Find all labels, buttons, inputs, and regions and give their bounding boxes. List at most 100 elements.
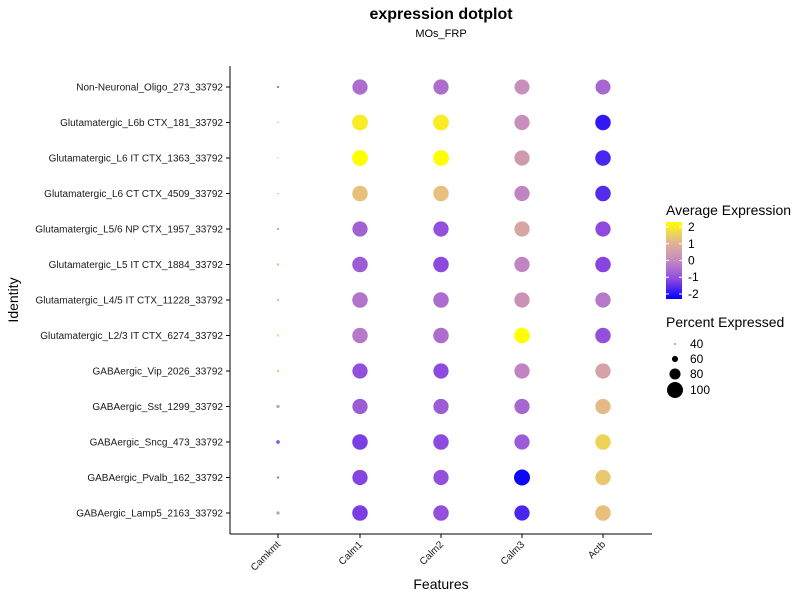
dot-point [514, 434, 530, 450]
dot-point [514, 221, 530, 237]
color-legend-title: Average Expression [666, 202, 791, 218]
x-tick-label: Actb [586, 539, 608, 561]
dot-point [433, 150, 449, 166]
dot-grid [276, 79, 611, 521]
color-legend-label: -1 [688, 270, 699, 284]
color-legend-ticks: 2 1 0 -1 -2 [666, 220, 699, 301]
dot-point [595, 79, 611, 95]
dot-point [277, 193, 279, 194]
size-legend-dot [671, 355, 679, 363]
y-axis-title: Identity [5, 277, 21, 322]
dot-point [352, 398, 368, 415]
dot-point [277, 157, 279, 159]
dot-point [352, 434, 368, 450]
dot-point [595, 398, 611, 415]
size-legend-label: 60 [690, 352, 704, 366]
dot-point [352, 221, 368, 237]
y-tick-label: Non-Neuronal_Oligo_273_33792 [76, 83, 223, 94]
y-tick-label: GABAergic_Vip_2026_33792 [93, 367, 224, 378]
y-tick-label: GABAergic_Lamp5_2163_33792 [76, 509, 223, 520]
dot-point [595, 505, 611, 521]
dot-point [352, 292, 368, 308]
y-tick-label: Glutamatergic_L4/5 IT CTX_11228_33792 [35, 296, 223, 307]
dot-point [514, 150, 530, 166]
dot-point [514, 292, 530, 308]
x-axis-title: Features [413, 576, 468, 592]
chart-subtitle: MOs_FRP [415, 28, 466, 40]
dot-point [352, 327, 368, 344]
dot-point [277, 122, 279, 123]
size-legend-label: 80 [690, 367, 704, 381]
color-legend-label: 2 [688, 220, 695, 234]
x-axis-ticks: Camkmt Calm1 Calm2 Calm3 Actb [249, 534, 608, 573]
dot-point [277, 299, 279, 301]
y-tick-label: Glutamatergic_L5 IT CTX_1884_33792 [49, 260, 224, 271]
dot-point [352, 114, 368, 131]
y-axis-ticks: Non-Neuronal_Oligo_273_33792 Glutamatergi… [35, 83, 230, 520]
dot-point [514, 114, 530, 131]
dot-point [277, 86, 279, 88]
dot-point [595, 221, 611, 237]
dot-point [433, 469, 449, 486]
color-legend-label: 1 [688, 237, 695, 251]
dot-point [276, 334, 280, 337]
chart-title: expression dotplot [369, 6, 513, 23]
color-legend-label: 0 [688, 254, 695, 268]
dot-point [352, 469, 368, 486]
dot-point [433, 505, 449, 521]
color-legend-label: -2 [688, 287, 699, 301]
dot-point [514, 398, 530, 415]
dot-point [352, 505, 368, 521]
y-tick-label: Glutamatergic_L6b CTX_181_33792 [60, 118, 223, 129]
dot-point [433, 256, 449, 273]
dot-point [276, 511, 280, 515]
dot-point [433, 79, 449, 95]
dot-point [352, 79, 368, 95]
dot-point [276, 476, 280, 479]
dot-point [433, 221, 449, 237]
x-tick-label: Camkmt [249, 539, 283, 573]
size-legend-label: 100 [690, 383, 710, 397]
x-tick-label: Calm2 [418, 539, 447, 568]
dot-point [514, 256, 530, 273]
dot-point [595, 434, 611, 450]
dot-point [276, 263, 280, 266]
dot-point [352, 150, 368, 166]
dot-point [352, 256, 368, 273]
dot-point [595, 150, 611, 166]
y-tick-label: GABAergic_Sst_1299_33792 [92, 402, 223, 413]
dot-point [433, 434, 449, 450]
y-tick-label: Glutamatergic_L6 CT CTX_4509_33792 [44, 189, 223, 200]
dot-point [514, 185, 530, 202]
size-legend-dot [667, 382, 683, 398]
y-tick-label: GABAergic_Pvalb_162_33792 [87, 473, 223, 484]
dot-point [277, 228, 279, 230]
size-legend-label: 40 [690, 337, 704, 351]
dot-point [433, 398, 449, 415]
dot-point [595, 114, 611, 131]
dot-point [276, 440, 280, 444]
x-tick-label: Calm3 [499, 539, 528, 568]
dot-point [514, 505, 530, 521]
dot-point [595, 469, 611, 486]
dot-point [595, 256, 611, 273]
y-tick-label: Glutamatergic_L6 IT CTX_1363_33792 [49, 154, 224, 165]
color-legend-bar [666, 222, 682, 299]
dot-point [433, 292, 449, 308]
dot-point [433, 363, 449, 379]
dot-point [352, 363, 368, 379]
dot-point [514, 79, 530, 95]
x-tick-label: Calm1 [337, 539, 366, 568]
y-tick-label: Glutamatergic_L5/6 NP CTX_1957_33792 [35, 225, 223, 236]
color-legend: Average Expression 2 1 0 -1 -2 [666, 202, 791, 301]
dot-point [352, 185, 368, 202]
dot-point [514, 327, 530, 344]
dot-point [276, 404, 280, 409]
size-legend-dot [669, 368, 681, 380]
size-legend-title: Percent Expressed [666, 314, 784, 330]
size-legend-dot [674, 343, 676, 345]
y-tick-label: GABAergic_Sncg_473_33792 [90, 438, 224, 449]
